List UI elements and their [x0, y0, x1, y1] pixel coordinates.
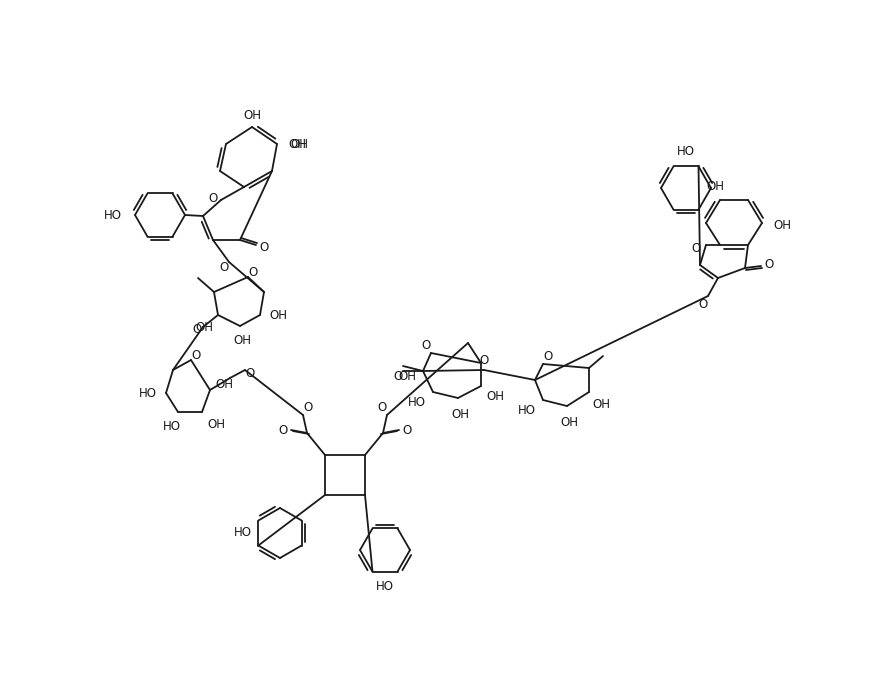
Text: HO: HO — [518, 404, 536, 416]
Text: O: O — [765, 258, 773, 271]
Text: OH: OH — [290, 138, 308, 150]
Text: O: O — [692, 242, 700, 254]
Text: O: O — [394, 369, 402, 382]
Text: OH: OH — [207, 418, 225, 431]
Text: HO: HO — [139, 387, 157, 400]
Text: O: O — [192, 322, 201, 336]
Text: OH: OH — [451, 407, 469, 420]
Text: OH: OH — [195, 320, 213, 333]
Text: OH: OH — [269, 309, 287, 322]
Text: O: O — [402, 424, 412, 437]
Text: O: O — [219, 260, 228, 274]
Text: O: O — [260, 240, 268, 254]
Text: O: O — [479, 353, 489, 367]
Text: OH: OH — [486, 389, 504, 402]
Text: O: O — [279, 424, 287, 437]
Text: O: O — [208, 192, 218, 205]
Text: O: O — [422, 338, 430, 351]
Text: O: O — [192, 349, 200, 362]
Text: O: O — [303, 400, 313, 413]
Text: OH: OH — [592, 398, 610, 411]
Text: OH: OH — [233, 333, 251, 347]
Text: OH: OH — [243, 108, 261, 121]
Text: HO: HO — [104, 209, 122, 221]
Text: O: O — [699, 298, 707, 311]
Text: HO: HO — [163, 420, 181, 433]
Text: HO: HO — [234, 526, 252, 539]
Text: OH: OH — [773, 218, 791, 232]
Text: O: O — [246, 367, 254, 380]
Text: HO: HO — [376, 581, 394, 593]
Text: O: O — [544, 349, 552, 362]
Text: OH: OH — [398, 369, 416, 382]
Text: OH: OH — [215, 378, 233, 391]
Text: OH: OH — [706, 180, 724, 192]
Text: OH: OH — [560, 415, 578, 429]
Text: HO: HO — [677, 145, 695, 158]
Text: O: O — [377, 400, 387, 413]
Text: O: O — [248, 265, 258, 278]
Text: OH: OH — [288, 138, 306, 150]
Text: HO: HO — [408, 395, 426, 409]
